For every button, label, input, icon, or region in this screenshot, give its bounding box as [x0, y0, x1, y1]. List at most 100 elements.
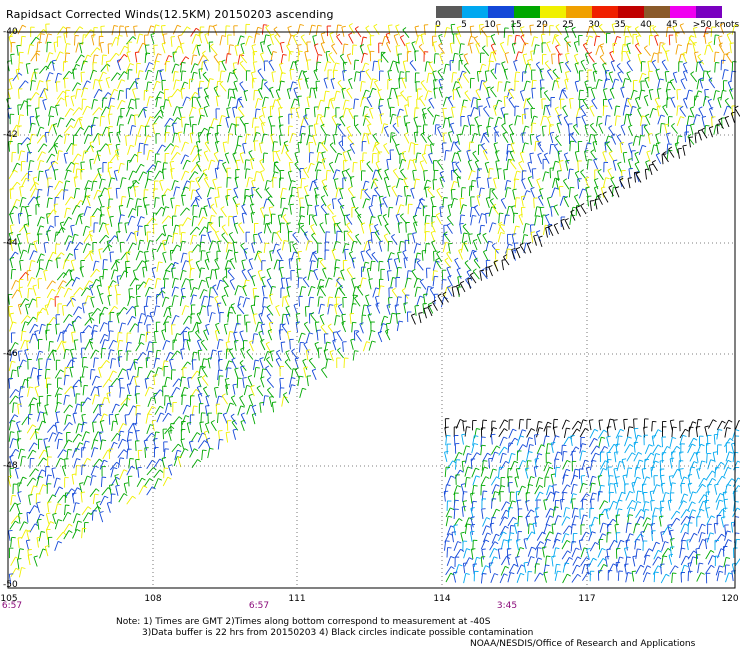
wind-barb-flag — [646, 150, 651, 153]
wind-barb-flag — [592, 62, 597, 66]
wind-barb-flag — [118, 35, 123, 37]
wind-barb — [229, 280, 236, 290]
wind-barb-flag — [495, 160, 500, 162]
wind-barb-flag — [114, 269, 119, 272]
wind-barb — [335, 187, 339, 198]
wind-barb — [254, 98, 259, 109]
wind-barb — [349, 144, 356, 154]
wind-barb — [161, 360, 165, 371]
wind-barb — [161, 188, 168, 198]
wind-barb-flag — [122, 177, 127, 180]
wind-barb — [631, 150, 633, 161]
wind-barb-flag — [399, 108, 404, 111]
wind-barb-flag — [266, 278, 271, 281]
wind-barb — [314, 188, 318, 199]
wind-barb — [542, 225, 546, 235]
wind-barb — [280, 342, 283, 353]
wind-barb — [547, 70, 553, 80]
wind-barb — [251, 117, 254, 128]
wind-barb — [473, 260, 481, 269]
wind-barb — [698, 108, 704, 118]
wind-barb — [234, 177, 239, 188]
wind-barb-flag — [508, 96, 513, 100]
wind-barb-flag — [162, 251, 167, 254]
wind-barb — [127, 316, 133, 326]
wind-barb — [19, 197, 23, 208]
wind-barb-flag — [365, 180, 370, 183]
wind-barb-flag — [161, 194, 167, 197]
wind-barb — [9, 313, 13, 324]
wind-barb-flag — [42, 98, 47, 101]
wind-barb — [171, 152, 178, 161]
wind-barb — [303, 169, 310, 179]
wind-barb — [555, 26, 562, 36]
wind-barb-flag — [483, 249, 488, 253]
wind-barb — [313, 88, 317, 99]
wind-barb-flag — [341, 25, 346, 28]
wind-barb-flag — [182, 70, 187, 72]
wind-barb — [523, 98, 527, 109]
wind-barb — [54, 252, 62, 261]
wind-barb — [207, 159, 212, 170]
wind-barb-flag — [261, 323, 266, 326]
wind-barb-flag — [66, 207, 71, 210]
wind-barb — [306, 97, 310, 108]
wind-barb-flag — [293, 251, 299, 254]
wind-barb-flag — [320, 303, 325, 306]
wind-barb-flag — [431, 221, 435, 224]
wind-barb — [259, 358, 264, 369]
wind-barb-flag — [336, 221, 341, 225]
wind-barb — [291, 350, 298, 360]
wind-barb-flag — [463, 62, 468, 66]
wind-barb — [137, 367, 140, 378]
wind-barb-flag — [427, 186, 432, 190]
wind-barb — [252, 333, 255, 344]
wind-barb-flag — [462, 105, 467, 108]
wind-barb-flag — [72, 297, 76, 301]
wind-barb — [207, 305, 209, 317]
wind-barb — [455, 88, 461, 98]
wind-barb — [352, 350, 355, 361]
wind-barb — [208, 287, 211, 298]
wind-barb-flag — [408, 270, 413, 272]
wind-barb-flag — [319, 115, 324, 119]
wind-barb — [189, 268, 192, 279]
wind-barb-flag — [142, 171, 147, 175]
wind-barb — [590, 88, 596, 99]
wind-barb — [531, 88, 534, 99]
wind-barb — [479, 24, 482, 35]
wind-barb-flag — [664, 123, 669, 126]
wind-barb-flag — [373, 23, 378, 27]
wind-barb — [225, 117, 229, 128]
wind-barb-flag — [473, 106, 478, 110]
wind-barb-flag — [281, 323, 286, 327]
wind-barb — [203, 206, 208, 217]
wind-barb-flag — [456, 267, 461, 271]
wind-barb-flag — [79, 26, 84, 30]
wind-barb — [432, 276, 435, 287]
wind-barb-flag — [395, 24, 400, 27]
wind-barb-flag — [493, 142, 498, 145]
wind-barb — [682, 63, 688, 74]
wind-barb — [143, 135, 148, 146]
wind-barb-flag — [486, 86, 491, 89]
wind-barb — [261, 306, 265, 317]
wind-barb — [442, 117, 446, 128]
wind-barb-flag — [677, 105, 682, 107]
wind-barb-flag — [161, 290, 166, 294]
wind-barb — [314, 322, 318, 333]
wind-barb-flag — [377, 89, 382, 92]
wind-barb — [267, 330, 273, 341]
wind-barb — [703, 33, 707, 44]
wind-barb — [45, 33, 49, 44]
wind-barb — [107, 280, 114, 290]
wind-barb — [56, 227, 63, 236]
wind-barb — [277, 215, 281, 226]
wind-barb — [189, 117, 192, 128]
wind-barb — [449, 124, 455, 134]
wind-barb-flag — [645, 113, 650, 117]
wind-barb-flag — [443, 231, 448, 235]
wind-barb — [437, 71, 444, 81]
wind-barb-flag — [559, 61, 564, 64]
wind-barb — [294, 358, 299, 369]
